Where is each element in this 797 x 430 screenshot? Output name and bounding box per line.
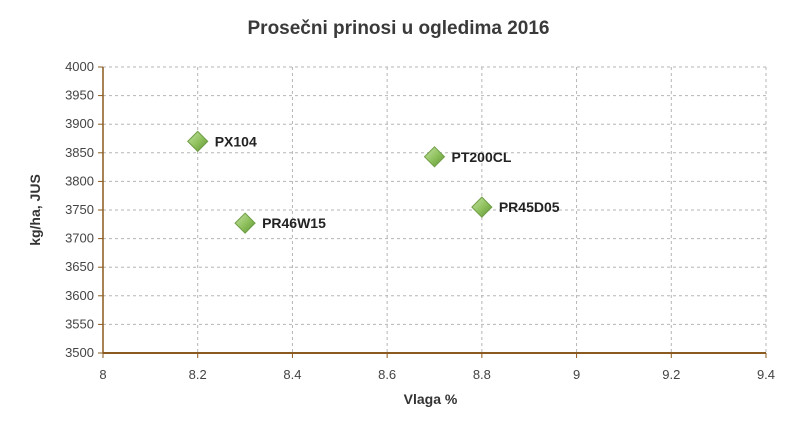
y-tick-label: 3500 [65,345,94,360]
x-tick-label: 8.2 [189,367,207,382]
diamond-marker [423,146,446,168]
x-tick-label: 8.6 [378,367,396,382]
point-label: PX104 [215,133,257,149]
y-axis-label: kg/ha, JUS [27,174,43,246]
x-tick-label: 9.2 [662,367,680,382]
x-tick-label: 8 [99,367,106,382]
y-tick-label: 3950 [65,88,94,103]
y-tick-label: 3850 [65,145,94,160]
x-axis-label: Vlaga % [404,391,458,407]
x-tick-label: 9 [573,367,580,382]
data-points: PX104 PR46W15 PT200CL PR45D05 [187,130,560,234]
y-tick-label: 3600 [65,288,94,303]
y-tick-label: 3750 [65,202,94,217]
chart-title: Prosečni prinosi u ogledima 2016 [247,18,550,39]
point-label: PR46W15 [262,215,326,231]
x-tick-label: 8.8 [473,367,491,382]
axes [98,66,767,358]
grid-lines [103,66,767,353]
diamond-marker [471,196,493,218]
y-tick-label: 3650 [65,259,94,274]
y-tick-label: 3800 [65,173,94,188]
diamond-marker [234,212,256,234]
y-tick-label: 4000 [65,59,94,74]
diamond-marker [187,130,209,153]
point-label: PT200CL [452,149,512,165]
point-label: PR45D05 [499,199,560,215]
y-tick-label: 3700 [65,231,94,246]
x-tick-label: 9.4 [757,367,775,382]
y-tick-label: 3900 [65,116,94,131]
tick-labels: 8 8.2 8.4 8.6 8.8 9 9.2 9.4 3500 3550 3600 3650 3700… [65,59,775,382]
y-tick-label: 3550 [65,316,94,331]
x-tick-label: 8.4 [283,367,301,382]
